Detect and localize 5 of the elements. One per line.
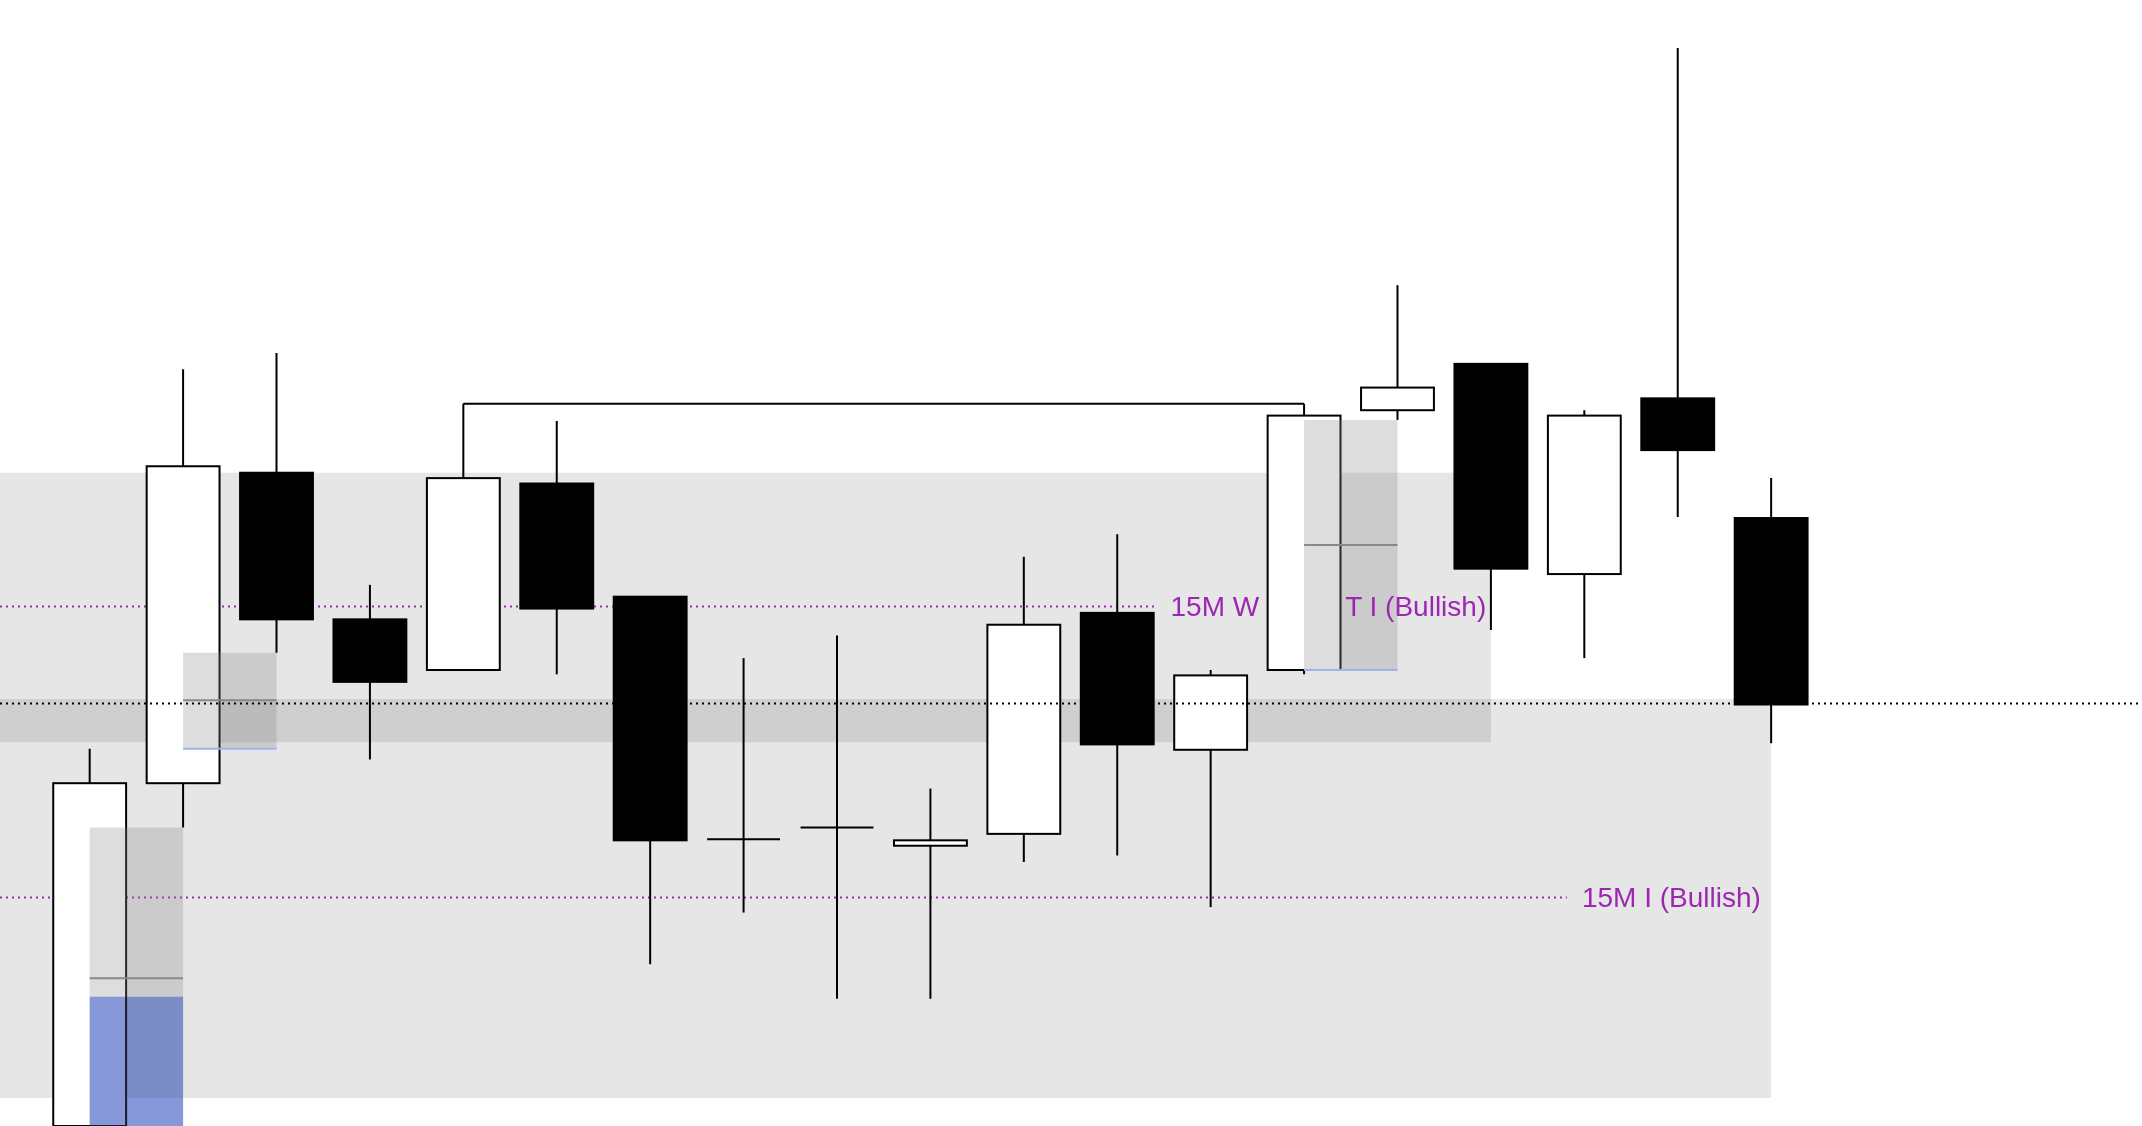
ref-line-label: 15M W	[1170, 590, 1260, 622]
ref-line-label: 15M I (Bullish)	[1581, 881, 1761, 913]
annotation: T I (Bullish)	[1345, 590, 1487, 622]
candlestick	[1640, 47, 1716, 518]
candlestick	[892, 787, 968, 1000]
